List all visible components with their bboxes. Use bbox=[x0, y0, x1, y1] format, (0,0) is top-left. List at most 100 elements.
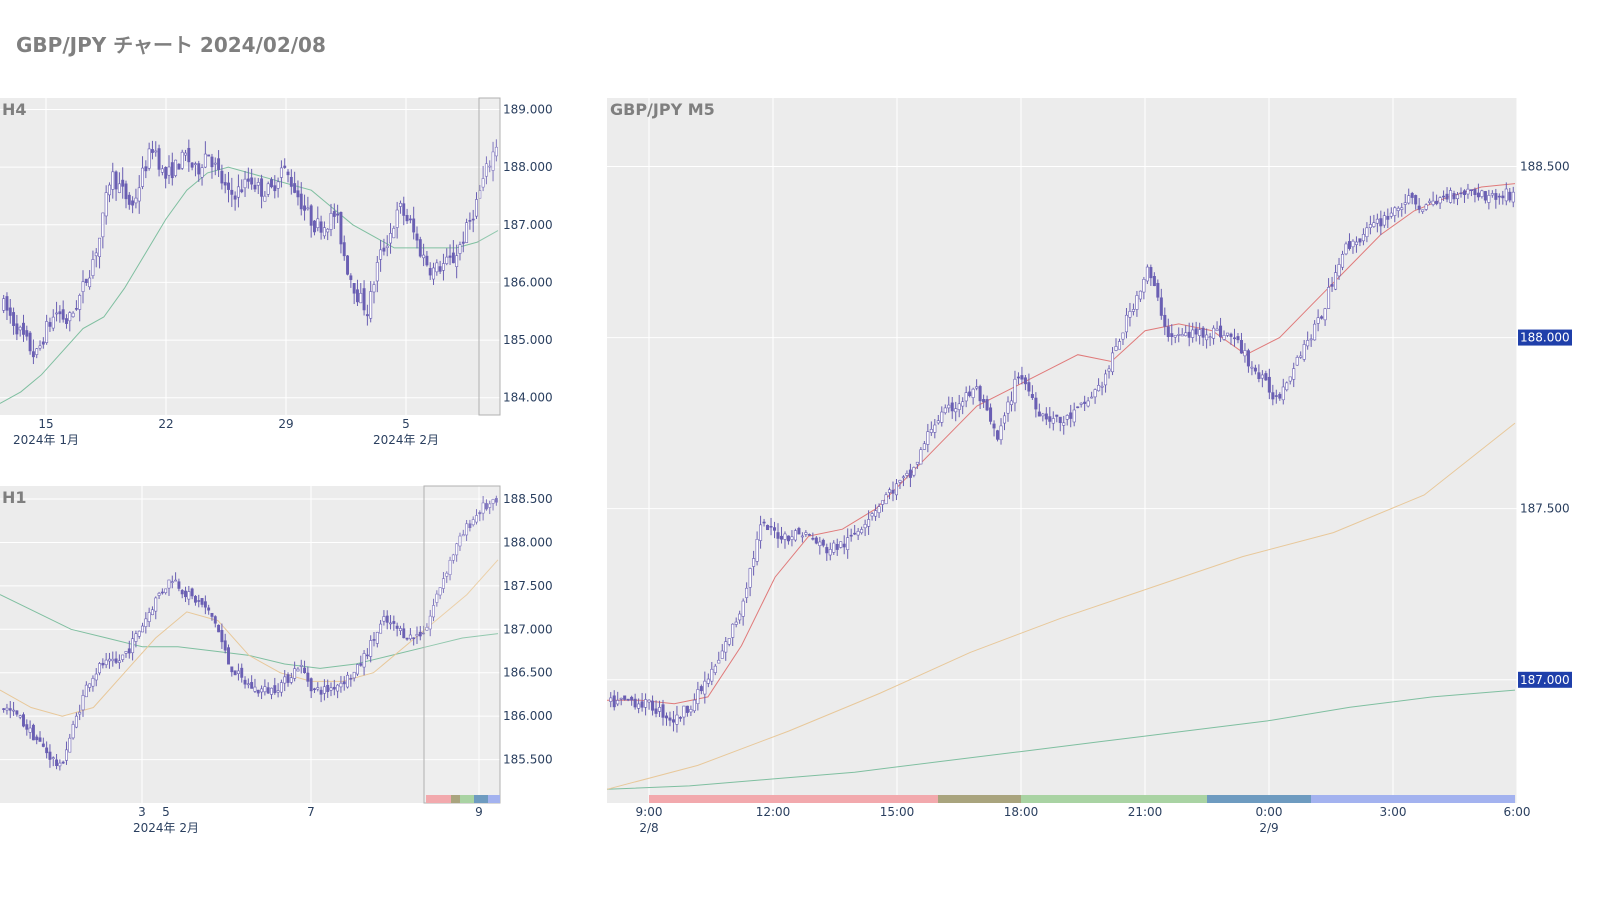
candle-body bbox=[1337, 264, 1341, 277]
candle-body bbox=[1002, 415, 1007, 424]
candle-body bbox=[881, 500, 885, 505]
candle-body bbox=[759, 524, 763, 541]
candle-body bbox=[461, 534, 465, 537]
candle-body bbox=[1480, 190, 1484, 197]
candle-body bbox=[164, 588, 168, 594]
current-range-box bbox=[423, 485, 501, 804]
candle-body bbox=[1372, 222, 1376, 227]
candle-body bbox=[200, 598, 204, 605]
candle-body bbox=[316, 218, 320, 228]
y-tick-label: 188.500 bbox=[503, 492, 553, 506]
candle-body bbox=[111, 658, 115, 662]
price-badge-bg bbox=[1518, 329, 1572, 346]
candle-body bbox=[745, 587, 749, 598]
candle-body bbox=[157, 592, 161, 596]
candle-body bbox=[1403, 202, 1407, 205]
candle-body bbox=[1212, 327, 1216, 339]
candle-body bbox=[842, 543, 846, 548]
candle-body bbox=[1389, 212, 1393, 217]
candle-body bbox=[213, 616, 217, 624]
candle-body bbox=[240, 189, 244, 193]
candle-body bbox=[207, 154, 211, 157]
candle-body bbox=[137, 187, 141, 202]
candle-body bbox=[38, 737, 42, 742]
candle-body bbox=[18, 715, 22, 718]
candle-body bbox=[12, 312, 16, 326]
candle-body bbox=[352, 671, 356, 679]
candle-body bbox=[346, 674, 350, 688]
candle-body bbox=[448, 255, 452, 258]
candle-body bbox=[65, 749, 68, 761]
candle-body bbox=[999, 425, 1003, 441]
candle-body bbox=[382, 247, 386, 252]
y-tick-label: 185.500 bbox=[503, 753, 553, 767]
candle-body bbox=[84, 684, 88, 698]
candle-body bbox=[233, 195, 237, 200]
candle-body bbox=[1191, 329, 1195, 338]
candle-body bbox=[223, 640, 227, 651]
candle-body bbox=[392, 621, 396, 624]
candle-body bbox=[230, 189, 234, 195]
candle-body bbox=[402, 203, 406, 216]
candle-body bbox=[372, 639, 376, 641]
candle-body bbox=[468, 523, 472, 528]
candle-body bbox=[51, 757, 55, 760]
candle-body bbox=[15, 710, 19, 715]
x-tick-label: 9 bbox=[475, 805, 483, 819]
candle-body bbox=[117, 183, 121, 193]
price-badge-label: 188.000 bbox=[1520, 331, 1570, 345]
candle-body bbox=[1400, 207, 1404, 210]
candle-body bbox=[435, 262, 439, 273]
candle-body bbox=[1135, 295, 1139, 310]
candle-body bbox=[48, 751, 52, 760]
candle-body bbox=[332, 211, 336, 217]
candle-body bbox=[863, 524, 867, 529]
candle-body bbox=[846, 537, 850, 550]
candle-body bbox=[1267, 376, 1271, 393]
candle-body bbox=[88, 683, 92, 688]
candle-body bbox=[91, 678, 95, 687]
candle-body bbox=[1131, 309, 1135, 312]
price-badge-bg bbox=[1518, 671, 1572, 688]
candle-body bbox=[915, 461, 919, 465]
candle-body bbox=[349, 275, 353, 280]
candle-body bbox=[438, 587, 442, 596]
candle-body bbox=[283, 676, 287, 684]
candle-body bbox=[458, 244, 462, 254]
candle-body bbox=[877, 506, 881, 514]
candle-body bbox=[385, 245, 389, 249]
x-tick-label: 21:00 bbox=[1128, 805, 1163, 819]
candle-body bbox=[1466, 188, 1470, 195]
candle-body bbox=[74, 308, 78, 310]
candle-body bbox=[336, 213, 340, 216]
candle-body bbox=[1299, 355, 1303, 358]
candle-body bbox=[1271, 392, 1275, 400]
candle-body bbox=[31, 724, 35, 741]
candle-body bbox=[293, 668, 297, 679]
candle-body bbox=[190, 162, 194, 168]
candle-body bbox=[12, 709, 16, 712]
candle-body bbox=[71, 312, 75, 318]
candle-body bbox=[418, 239, 422, 257]
candle-body bbox=[303, 205, 307, 211]
candle-body bbox=[147, 148, 151, 169]
candle-body bbox=[104, 659, 108, 666]
candle-body bbox=[124, 651, 128, 654]
candle-body bbox=[316, 687, 320, 690]
y-tick-label: 186.000 bbox=[503, 275, 553, 289]
candle-body bbox=[137, 630, 141, 637]
candle-body bbox=[1142, 278, 1146, 293]
candle-body bbox=[1006, 401, 1010, 414]
candles bbox=[2, 139, 498, 365]
candle-body bbox=[167, 579, 171, 589]
candle-body bbox=[867, 519, 871, 527]
candle-body bbox=[699, 686, 703, 692]
candle-body bbox=[1320, 316, 1324, 319]
candle-body bbox=[108, 658, 111, 662]
candle-body bbox=[458, 535, 462, 547]
candle-body bbox=[832, 542, 836, 553]
candle-body bbox=[121, 179, 125, 187]
candle-body bbox=[1358, 238, 1362, 243]
candle-body bbox=[299, 664, 303, 667]
